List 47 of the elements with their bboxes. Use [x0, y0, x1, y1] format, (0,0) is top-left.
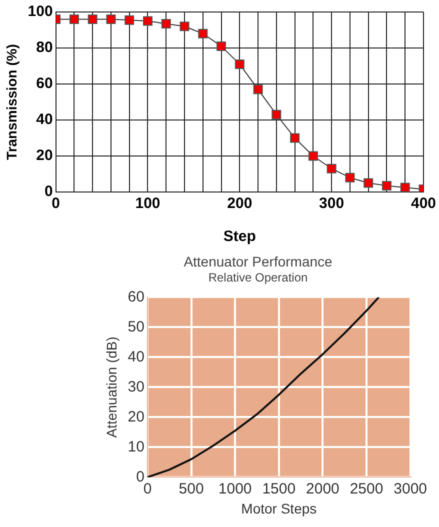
point: [143, 16, 152, 26]
x-axis-title: Motor Steps: [241, 500, 317, 516]
point: [253, 84, 263, 94]
point: [69, 14, 79, 24]
y-axis-title: Attenuation (dB): [103, 336, 120, 438]
point: [290, 133, 300, 143]
chart-subtitle: Relative Operation: [208, 270, 308, 284]
point: [382, 180, 392, 190]
x-tick-label: 1500: [262, 480, 296, 498]
y-tick-label: 30: [128, 378, 144, 396]
point: [180, 22, 190, 32]
y-tick-label: 50: [128, 318, 144, 336]
point: [234, 59, 244, 69]
point: [88, 14, 98, 24]
x-tick-label: 3000: [394, 480, 428, 498]
x-tick-label: 1000: [218, 480, 252, 498]
x-tick-label: 500: [178, 480, 204, 498]
y-tick-label: 80: [36, 39, 53, 56]
point: [198, 28, 208, 38]
x-tick-label: 2500: [350, 480, 384, 498]
y-tick-label: 100: [28, 3, 53, 20]
x-tick-label: 2000: [306, 480, 340, 498]
y-tick-label: 40: [36, 111, 53, 128]
point: [326, 164, 336, 174]
y-tick-label: 0: [44, 183, 53, 200]
point: [345, 172, 355, 182]
point: [272, 110, 282, 120]
point: [161, 18, 171, 28]
point: [308, 151, 318, 161]
x-axis-title: Step: [223, 228, 256, 246]
point: [400, 182, 410, 192]
y-tick-label: 20: [36, 147, 53, 164]
y-tick-label: 20: [128, 408, 144, 426]
y-tick-label: 60: [36, 75, 53, 92]
y-tick-label: 60: [128, 288, 144, 306]
point: [106, 14, 116, 24]
point: [124, 15, 134, 25]
point: [216, 41, 226, 51]
x-tick-label: 400: [410, 195, 436, 212]
y-tick-label: 0: [136, 468, 144, 486]
x-tick-label: 200: [227, 195, 252, 212]
y-tick-label: 10: [128, 438, 144, 456]
x-tick-label: 300: [319, 195, 344, 212]
chart-title: Attenuator Performance: [184, 253, 333, 270]
y-axis-title: Transmission (%): [3, 44, 20, 160]
point: [364, 178, 374, 188]
y-tick-label: 40: [128, 348, 144, 366]
